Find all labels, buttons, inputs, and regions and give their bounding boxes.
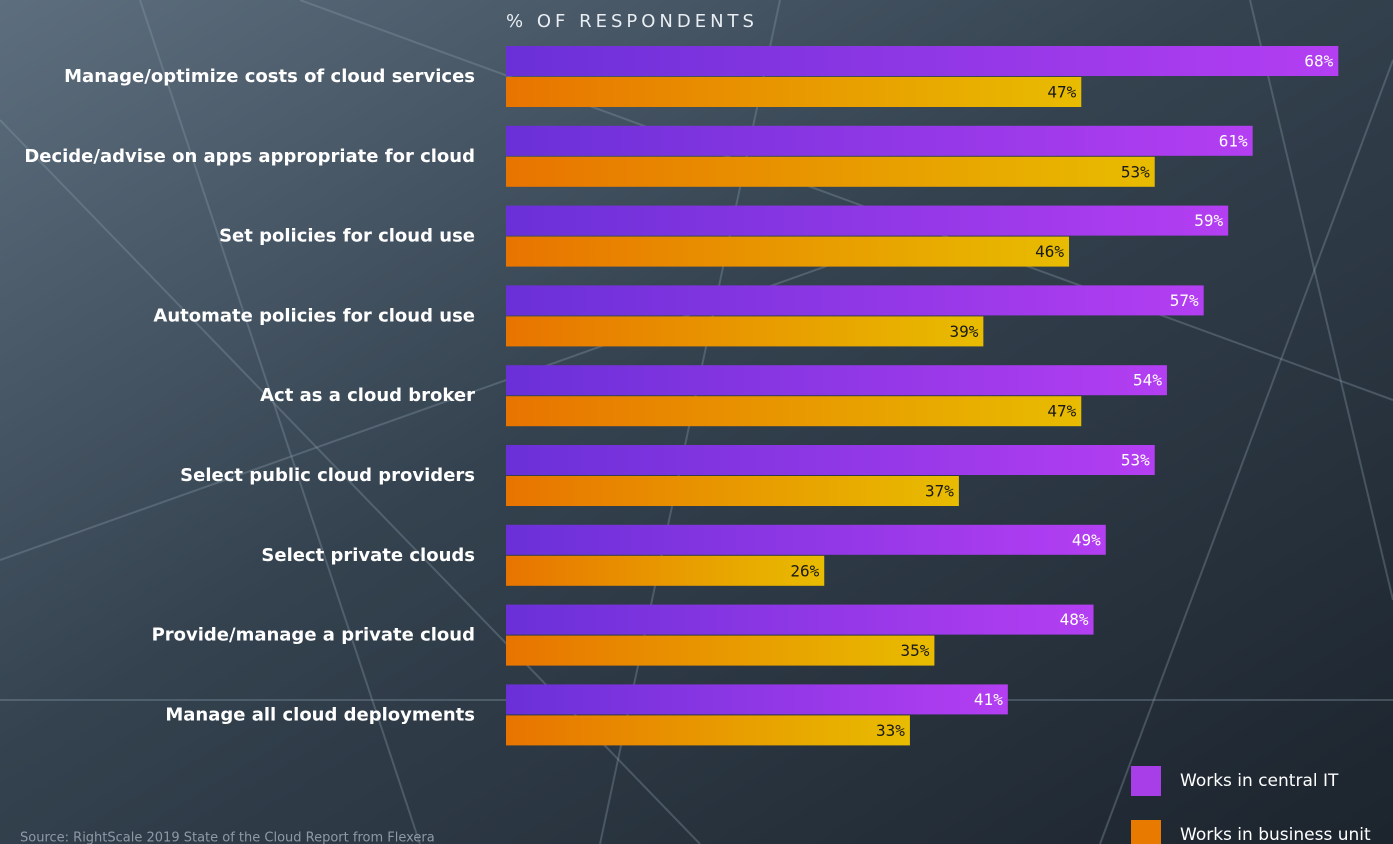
category-label: Automate policies for cloud use xyxy=(153,305,475,326)
value-label: 26% xyxy=(790,561,819,580)
category-label: Decide/advise on apps appropriate for cl… xyxy=(24,146,475,167)
value-label: 47% xyxy=(1047,402,1076,421)
bar xyxy=(506,206,1228,236)
page: {"chart_data":{"type":"bar","orientation… xyxy=(0,0,1393,844)
bar xyxy=(506,636,934,666)
bar xyxy=(506,316,983,346)
value-label: 33% xyxy=(876,721,905,740)
bar xyxy=(506,46,1338,76)
legend-label: Works in business unit xyxy=(1180,825,1371,844)
bar xyxy=(506,77,1081,107)
bar xyxy=(506,556,824,586)
bar xyxy=(506,715,910,745)
bar xyxy=(506,476,959,506)
category-label: Select private clouds xyxy=(261,545,475,566)
value-label: 59% xyxy=(1194,211,1223,230)
value-label: 41% xyxy=(974,690,1003,709)
category-label: Manage/optimize costs of cloud services xyxy=(64,66,475,87)
bar xyxy=(506,684,1008,714)
category-label: Manage all cloud deployments xyxy=(165,704,475,725)
bar xyxy=(506,126,1253,156)
bar xyxy=(506,237,1069,267)
category-label: Set policies for cloud use xyxy=(219,226,475,247)
bar xyxy=(506,525,1106,555)
category-label: Provide/manage a private cloud xyxy=(152,625,475,646)
bar xyxy=(506,157,1155,187)
value-label: 53% xyxy=(1121,451,1150,470)
value-label: 35% xyxy=(900,641,929,660)
bar xyxy=(506,445,1155,475)
category-label: Act as a cloud broker xyxy=(260,385,475,406)
bar xyxy=(506,396,1081,426)
legend-swatch xyxy=(1131,766,1161,796)
bar xyxy=(506,285,1204,315)
value-label: 49% xyxy=(1072,530,1101,549)
value-label: 48% xyxy=(1060,610,1089,629)
chart-title: % OF RESPONDENTS xyxy=(506,11,758,32)
chart: % OF RESPONDENTS Source: RightScale 2019… xyxy=(0,0,1393,844)
bar xyxy=(506,365,1167,395)
source-note: Source: RightScale 2019 State of the Clo… xyxy=(20,831,435,844)
value-label: 68% xyxy=(1304,52,1333,71)
value-label: 54% xyxy=(1133,371,1162,390)
legend-label: Works in central IT xyxy=(1180,771,1339,791)
value-label: 46% xyxy=(1035,242,1064,261)
bar xyxy=(506,605,1094,635)
value-label: 61% xyxy=(1219,131,1248,150)
category-label: Select public cloud providers xyxy=(180,465,475,486)
legend-swatch xyxy=(1131,820,1161,844)
value-label: 39% xyxy=(949,322,978,341)
value-label: 57% xyxy=(1170,291,1199,310)
value-label: 53% xyxy=(1121,162,1150,181)
value-label: 47% xyxy=(1047,83,1076,102)
value-label: 37% xyxy=(925,482,954,501)
